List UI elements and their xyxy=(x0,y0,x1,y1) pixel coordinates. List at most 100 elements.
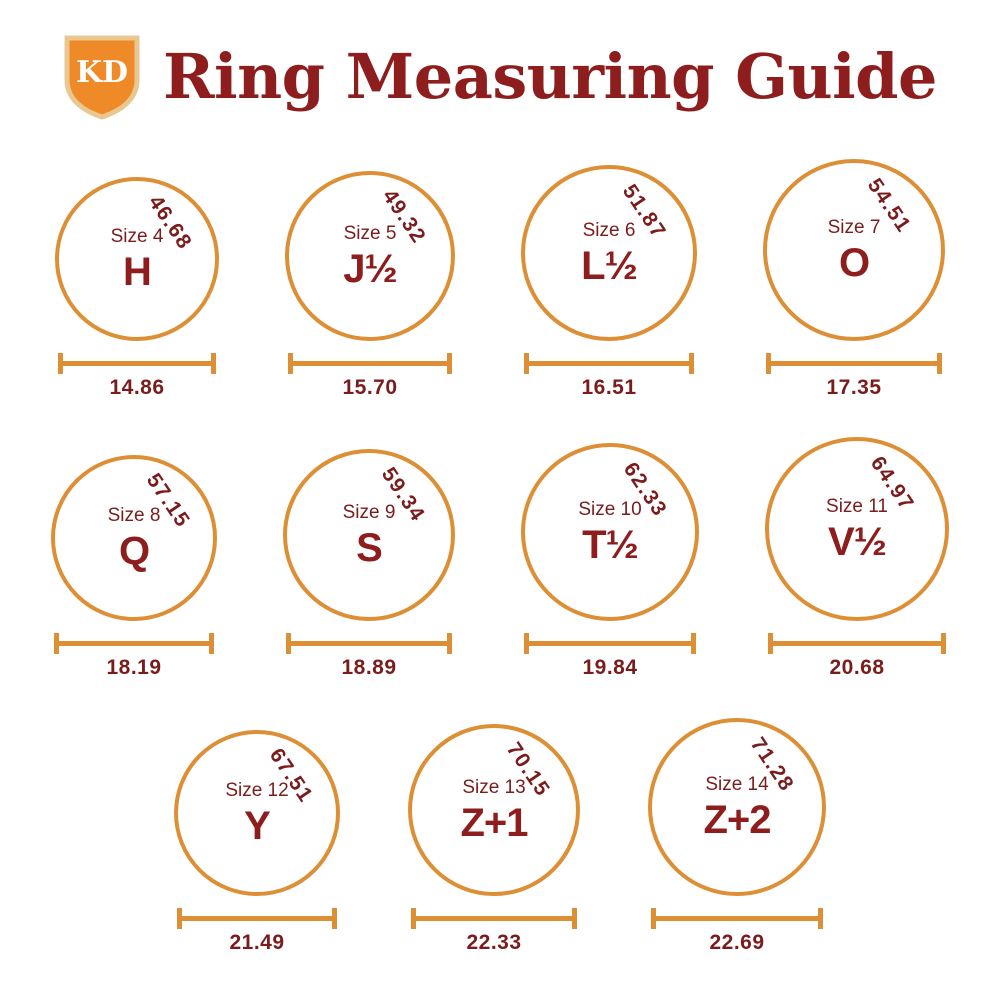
diameter-dimension: 15.70 xyxy=(288,350,452,399)
dimension-cap-right xyxy=(941,633,946,654)
dimension-cap-right xyxy=(572,908,577,929)
ring-circle: Size 12 Y xyxy=(174,730,340,896)
ring-diagram: Size 6 L½ 51.87 xyxy=(521,165,697,341)
dimension-bar xyxy=(651,916,823,921)
ring-cell[interactable]: Size 11 V½ 64.97 20.68 xyxy=(740,437,974,679)
ring-letter-label: S xyxy=(356,525,383,570)
ring-row-2: Size 8 Q 57.15 18.19 Size 9 S 59.34 18.89 Size 1… xyxy=(0,425,1000,679)
dimension-cap-left xyxy=(524,353,529,374)
dimension-cap-right xyxy=(818,908,823,929)
dimension-bar xyxy=(411,916,577,921)
dimension-bar xyxy=(524,641,696,646)
ring-diagram: Size 11 V½ 64.97 xyxy=(765,437,949,621)
ring-diameter-label: 16.51 xyxy=(581,376,637,399)
dimension-cap-right xyxy=(691,633,696,654)
kd-shield-logo: KD xyxy=(64,35,140,120)
dimension-cap-left xyxy=(288,353,293,374)
ring-cell[interactable]: Size 14 Z+2 71.28 22.69 xyxy=(623,718,851,954)
diameter-dimension: 17.35 xyxy=(766,350,942,399)
diameter-dimension: 22.33 xyxy=(411,905,577,954)
dimension-cap-right xyxy=(447,353,452,374)
ring-diagram: Size 9 S 59.34 xyxy=(283,449,455,621)
ring-cell[interactable]: Size 8 Q 57.15 18.19 xyxy=(26,455,242,679)
ring-diameter-label: 21.49 xyxy=(229,931,285,954)
ring-circle: Size 6 L½ xyxy=(521,165,697,341)
ring-size-label: Size 5 xyxy=(343,222,397,244)
ring-letter-label: Y xyxy=(244,803,271,848)
ring-size-label: Size 4 xyxy=(110,225,164,247)
ring-diagram: Size 4 H 46.68 xyxy=(55,177,219,341)
ring-size-label: Size 8 xyxy=(107,504,161,526)
ring-size-label: Size 14 xyxy=(705,773,769,795)
ring-diameter-label: 20.68 xyxy=(829,656,885,679)
ring-circle: Size 13 Z+1 xyxy=(408,724,580,896)
ring-cell[interactable]: Size 4 H 46.68 14.86 xyxy=(30,177,244,399)
ring-size-label: Size 12 xyxy=(225,779,289,801)
ring-letter-label: Z+2 xyxy=(703,797,771,842)
ring-diagram: Size 12 Y 67.51 xyxy=(174,730,340,896)
dimension-cap-right xyxy=(209,633,214,654)
dimension-cap-right xyxy=(689,353,694,374)
diameter-dimension: 14.86 xyxy=(58,350,216,399)
shield-shape xyxy=(64,35,140,120)
ring-cell[interactable]: Size 9 S 59.34 18.89 xyxy=(258,449,480,679)
ring-diagram: Size 14 Z+2 71.28 xyxy=(648,718,826,896)
ring-cell[interactable]: Size 12 Y 67.51 21.49 xyxy=(149,730,365,954)
dimension-cap-right xyxy=(447,633,452,654)
dimension-cap-left xyxy=(766,353,771,374)
ring-diagram: Size 13 Z+1 70.15 xyxy=(408,724,580,896)
ring-cell[interactable]: Size 6 L½ 51.87 16.51 xyxy=(496,165,722,399)
ring-cell[interactable]: Size 7 O 54.51 17.35 xyxy=(738,159,970,399)
diameter-dimension: 22.69 xyxy=(651,905,823,954)
ring-diameter-label: 14.86 xyxy=(109,376,165,399)
ring-diagram: Size 8 Q 57.15 xyxy=(51,455,217,621)
ring-row-1: Size 4 H 46.68 14.86 Size 5 J½ 49.32 15.70 Size … xyxy=(0,150,1000,399)
diameter-dimension: 16.51 xyxy=(524,350,694,399)
dimension-bar xyxy=(524,361,694,366)
ring-diameter-label: 19.84 xyxy=(582,656,638,679)
ring-circle: Size 10 T½ xyxy=(521,443,699,621)
ring-size-label: Size 6 xyxy=(582,219,636,241)
dimension-bar xyxy=(766,361,942,366)
ring-circle: Size 14 Z+2 xyxy=(648,718,826,896)
ring-letter-label: L½ xyxy=(581,243,638,288)
diameter-dimension: 21.49 xyxy=(177,905,337,954)
dimension-cap-left xyxy=(411,908,416,929)
ring-diameter-label: 22.69 xyxy=(709,931,765,954)
ring-diameter-label: 22.33 xyxy=(466,931,522,954)
ring-letter-label: J½ xyxy=(343,246,398,291)
diameter-dimension: 18.19 xyxy=(54,630,214,679)
ring-letter-label: O xyxy=(838,240,870,285)
logo-text: KD xyxy=(76,55,128,90)
diameter-dimension: 20.68 xyxy=(768,630,946,679)
ring-diagram: Size 10 T½ 62.33 xyxy=(521,443,699,621)
dimension-cap-left xyxy=(58,353,63,374)
ring-letter-label: T½ xyxy=(582,522,639,567)
dimension-cap-left xyxy=(524,633,529,654)
ring-diameter-label: 15.70 xyxy=(342,376,398,399)
dimension-bar xyxy=(177,916,337,921)
ring-cell[interactable]: Size 10 T½ 62.33 19.84 xyxy=(496,443,724,679)
dimension-cap-right xyxy=(937,353,942,374)
ring-diagram: Size 7 O 54.51 xyxy=(763,159,945,341)
ring-cell[interactable]: Size 5 J½ 49.32 15.70 xyxy=(260,171,480,399)
page-header: KD Ring Measuring Guide xyxy=(0,26,1000,126)
ring-circle: Size 11 V½ xyxy=(765,437,949,621)
ring-size-label: Size 11 xyxy=(826,495,888,517)
dimension-bar xyxy=(288,361,452,366)
ring-size-label: Size 10 xyxy=(578,498,642,520)
dimension-cap-left xyxy=(286,633,291,654)
ring-diagram: Size 5 J½ 49.32 xyxy=(285,171,455,341)
ring-cell[interactable]: Size 13 Z+1 70.15 22.33 xyxy=(383,724,605,954)
ring-size-label: Size 7 xyxy=(827,216,881,238)
page-title: Ring Measuring Guide xyxy=(163,40,937,113)
ring-row-3: Size 12 Y 67.51 21.49 Size 13 Z+1 70.15 22.33 Si… xyxy=(0,700,1000,954)
ring-letter-label: Q xyxy=(118,528,150,573)
dimension-cap-left xyxy=(54,633,59,654)
ring-diameter-label: 17.35 xyxy=(826,376,882,399)
ring-size-label: Size 9 xyxy=(342,501,396,523)
ring-letter-label: V½ xyxy=(827,519,887,564)
